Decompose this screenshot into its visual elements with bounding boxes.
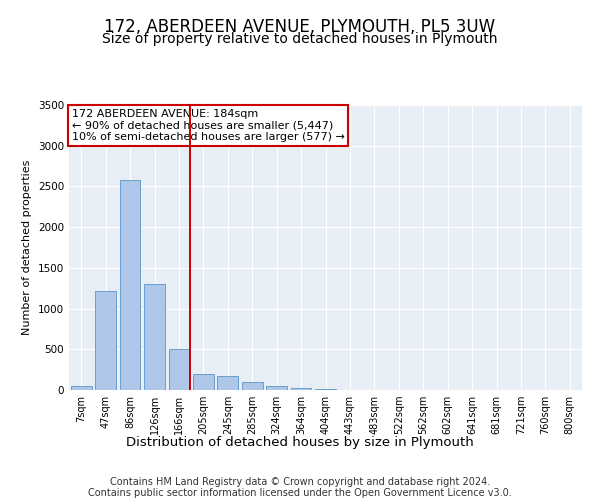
Bar: [242, 382, 263, 390]
Bar: [71, 386, 92, 390]
Text: Contains HM Land Registry data © Crown copyright and database right 2024.
Contai: Contains HM Land Registry data © Crown c…: [88, 476, 512, 498]
Text: 172, ABERDEEN AVENUE, PLYMOUTH, PL5 3UW: 172, ABERDEEN AVENUE, PLYMOUTH, PL5 3UW: [104, 18, 496, 36]
Bar: [217, 376, 238, 390]
Text: Size of property relative to detached houses in Plymouth: Size of property relative to detached ho…: [102, 32, 498, 46]
Text: Distribution of detached houses by size in Plymouth: Distribution of detached houses by size …: [126, 436, 474, 449]
Bar: [95, 290, 116, 390]
Bar: [193, 374, 214, 390]
Bar: [144, 284, 165, 390]
Y-axis label: Number of detached properties: Number of detached properties: [22, 160, 32, 335]
Bar: [266, 386, 287, 390]
Text: 172 ABERDEEN AVENUE: 184sqm
← 90% of detached houses are smaller (5,447)
10% of : 172 ABERDEEN AVENUE: 184sqm ← 90% of det…: [71, 110, 344, 142]
Bar: [169, 350, 190, 390]
Bar: [290, 388, 311, 390]
Bar: [315, 389, 336, 390]
Bar: [119, 180, 140, 390]
